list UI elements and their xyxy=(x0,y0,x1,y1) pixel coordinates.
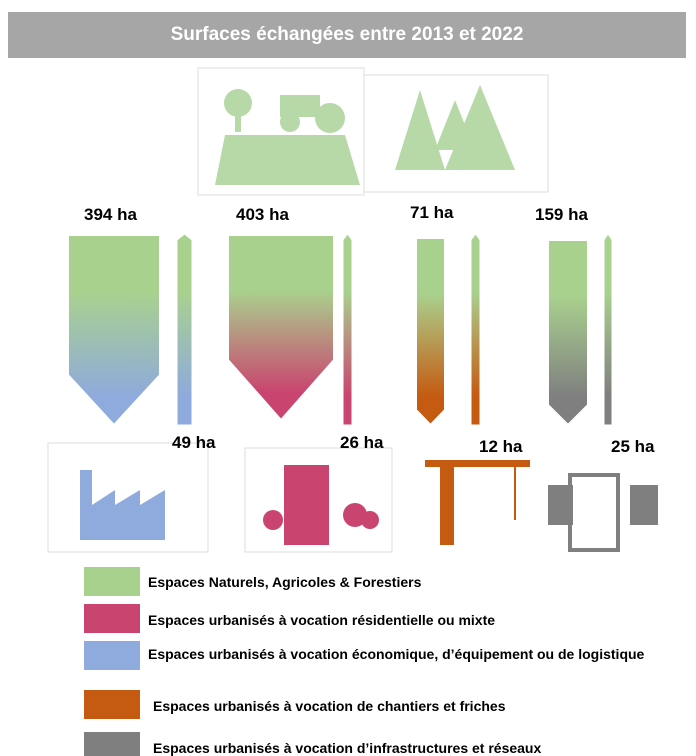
total-label: 71 ha xyxy=(410,203,453,223)
legend-label: Espaces urbanisés à vocation résidentiel… xyxy=(148,610,648,630)
thin-arrow xyxy=(471,234,480,425)
legend-swatch xyxy=(84,604,140,633)
infographic: Surfaces échangées entre 2013 et 2022 xyxy=(0,0,696,756)
flow-arrow xyxy=(548,240,588,425)
total-label: 394 ha xyxy=(84,205,137,225)
thin-arrow xyxy=(343,234,352,425)
thin-arrow xyxy=(177,234,192,425)
total-label: 159 ha xyxy=(535,205,588,225)
legend-label: Espaces urbanisés à vocation de chantier… xyxy=(153,696,653,716)
total-label: 403 ha xyxy=(236,205,289,225)
bottom-icons xyxy=(48,443,658,552)
flow-arrow xyxy=(228,235,334,420)
urban-label: 26 ha xyxy=(340,433,383,453)
flow-arrow xyxy=(416,238,445,425)
legend-label: Espaces urbanisés à vocation économique,… xyxy=(148,644,648,664)
urban-label: 49 ha xyxy=(172,433,215,453)
legend-swatch xyxy=(84,690,140,719)
top-icons xyxy=(198,68,548,195)
legend-swatch xyxy=(84,732,140,756)
thin-arrow xyxy=(604,234,612,425)
flow-arrow xyxy=(68,235,160,425)
urban-label: 25 ha xyxy=(611,437,654,457)
legend-label: Espaces Naturels, Agricoles & Forestiers xyxy=(148,572,648,592)
legend-swatch xyxy=(84,567,140,596)
legend-swatch xyxy=(84,641,140,670)
legend-label: Espaces urbanisés à vocation d’infrastru… xyxy=(153,738,653,756)
urban-label: 12 ha xyxy=(479,437,522,457)
